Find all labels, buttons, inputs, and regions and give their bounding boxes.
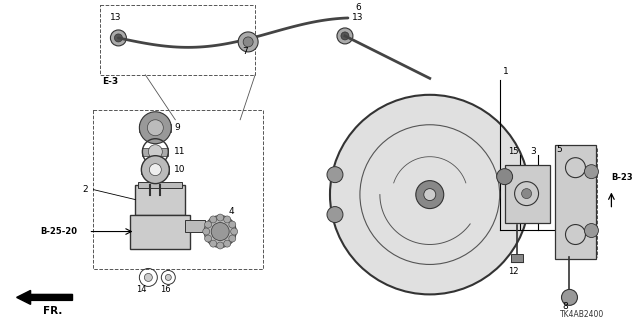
Text: 1: 1: [502, 67, 508, 76]
Circle shape: [205, 221, 212, 228]
Circle shape: [522, 188, 532, 199]
Circle shape: [149, 164, 161, 176]
Bar: [185, 220, 205, 232]
Circle shape: [229, 221, 236, 228]
Text: 5: 5: [557, 145, 563, 154]
Circle shape: [145, 274, 152, 281]
Text: 12: 12: [508, 267, 518, 276]
Text: B-25-20: B-25-20: [40, 227, 77, 236]
Circle shape: [204, 216, 236, 247]
Circle shape: [497, 169, 513, 185]
Text: 15: 15: [508, 147, 518, 156]
Circle shape: [243, 37, 253, 47]
Text: 2: 2: [83, 185, 88, 194]
Text: 3: 3: [531, 147, 536, 156]
Circle shape: [584, 165, 598, 179]
Text: 4: 4: [228, 207, 234, 216]
Bar: [140, 124, 172, 132]
Text: 11: 11: [174, 147, 186, 156]
Bar: [138, 182, 182, 188]
Bar: [554, 145, 596, 260]
Text: 13: 13: [111, 13, 122, 22]
Circle shape: [165, 275, 172, 280]
Bar: [142, 148, 168, 156]
Text: 14: 14: [136, 285, 147, 294]
Circle shape: [416, 180, 444, 209]
Circle shape: [229, 235, 236, 242]
Circle shape: [148, 145, 163, 159]
Text: 9: 9: [174, 123, 180, 132]
Text: TK4AB2400: TK4AB2400: [559, 310, 604, 319]
Bar: [511, 254, 523, 262]
Circle shape: [210, 240, 217, 247]
Bar: [504, 165, 550, 222]
Circle shape: [217, 242, 224, 249]
Circle shape: [337, 28, 353, 44]
Circle shape: [224, 240, 230, 247]
Circle shape: [330, 95, 529, 294]
Circle shape: [140, 112, 172, 144]
Circle shape: [205, 235, 212, 242]
Circle shape: [224, 216, 230, 223]
Circle shape: [341, 32, 349, 40]
Bar: [136, 185, 185, 215]
Bar: [131, 215, 190, 250]
Text: B-23: B-23: [611, 173, 633, 182]
Bar: [93, 110, 263, 269]
Text: 7: 7: [242, 47, 248, 56]
Circle shape: [238, 32, 258, 52]
Circle shape: [115, 34, 122, 42]
Circle shape: [424, 188, 436, 201]
Circle shape: [561, 289, 577, 305]
Bar: [100, 5, 255, 75]
Circle shape: [584, 224, 598, 237]
Text: 6: 6: [355, 4, 361, 12]
Text: E-3: E-3: [102, 77, 118, 86]
Circle shape: [327, 207, 343, 222]
Circle shape: [147, 120, 163, 136]
Circle shape: [217, 214, 224, 221]
Text: 8: 8: [563, 302, 568, 311]
Bar: [141, 166, 170, 174]
Text: 10: 10: [174, 165, 186, 174]
Circle shape: [203, 228, 210, 235]
Text: 13: 13: [352, 13, 364, 22]
Circle shape: [210, 216, 217, 223]
Circle shape: [211, 222, 229, 241]
Circle shape: [111, 30, 126, 46]
Circle shape: [141, 156, 170, 184]
FancyArrow shape: [17, 291, 72, 304]
Text: 16: 16: [161, 285, 171, 294]
Circle shape: [230, 228, 237, 235]
Circle shape: [327, 167, 343, 183]
Text: FR.: FR.: [43, 306, 62, 316]
